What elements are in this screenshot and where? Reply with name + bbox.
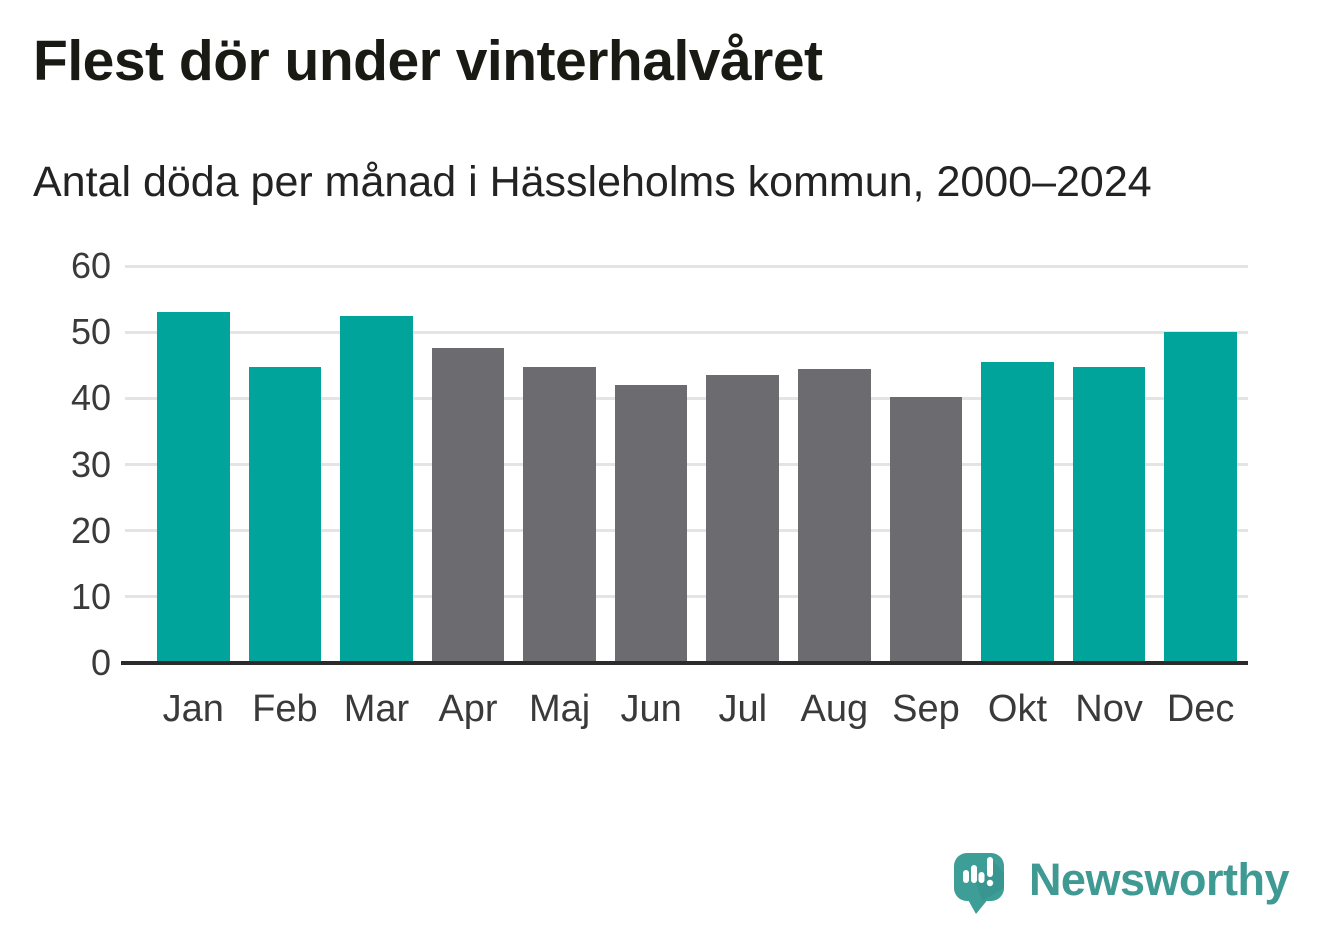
bar-series: [125, 266, 1248, 663]
gridline-50: [125, 330, 1248, 334]
x-tick-label-dec: Dec: [1166, 688, 1235, 730]
bar-okt: [981, 361, 1054, 663]
bar-jun: [614, 385, 688, 663]
y-tick-label-60: 60: [70, 245, 111, 286]
newsworthy-logo-icon: [953, 853, 1004, 914]
bar-sep: [889, 397, 963, 663]
y-tick-label-20: 20: [70, 509, 111, 551]
y-tick-label-0: 0: [90, 642, 111, 683]
chart-subtitle: Antal döda per månad i Hässleholms kommu…: [33, 158, 1152, 206]
x-tick-label-okt: Okt: [987, 688, 1048, 730]
chart-title: Flest dör under vinterhalvåret: [33, 29, 823, 93]
y-tick-label-40: 40: [70, 377, 111, 419]
x-tick-label-jul: Jul: [718, 688, 768, 730]
bar-nov: [1072, 366, 1146, 663]
x-tick-label-jun: Jun: [620, 688, 682, 730]
plot-area: 0 10 20 30 40 50 60: [71, 248, 1248, 681]
bar-jul: [706, 375, 780, 663]
x-tick-label-apr: Apr: [438, 688, 498, 730]
bar-dec: [1164, 332, 1237, 663]
y-tick-label-30: 30: [70, 443, 111, 485]
x-tick-label-maj: Maj: [528, 688, 591, 730]
y-tick-label-10: 10: [70, 575, 111, 617]
bar-jan: [157, 312, 230, 663]
newsworthy-logo: Newsworthy: [953, 845, 1290, 915]
gridline-60: [125, 264, 1248, 268]
x-tick-label-feb: Feb: [252, 688, 318, 730]
x-tick-label-mar: Mar: [343, 688, 410, 730]
bar-maj: [523, 367, 596, 663]
x-axis-labels: Jan Feb Mar Apr Maj Jun Jul Aug Sep Okt Nov Dec: [125, 688, 1248, 731]
newsworthy-logo-text: Newsworthy: [1028, 854, 1290, 905]
x-tick-label-jan: Jan: [162, 688, 224, 730]
x-tick-label-sep: Sep: [892, 688, 960, 730]
bar-feb: [248, 366, 322, 663]
bar-mar: [340, 315, 413, 663]
x-tick-label-nov: Nov: [1075, 688, 1143, 730]
bar-apr: [431, 348, 505, 663]
x-axis-line: [121, 661, 1248, 665]
x-tick-label-aug: Aug: [800, 688, 869, 730]
bar-aug: [798, 368, 871, 663]
y-tick-label-50: 50: [70, 311, 111, 353]
